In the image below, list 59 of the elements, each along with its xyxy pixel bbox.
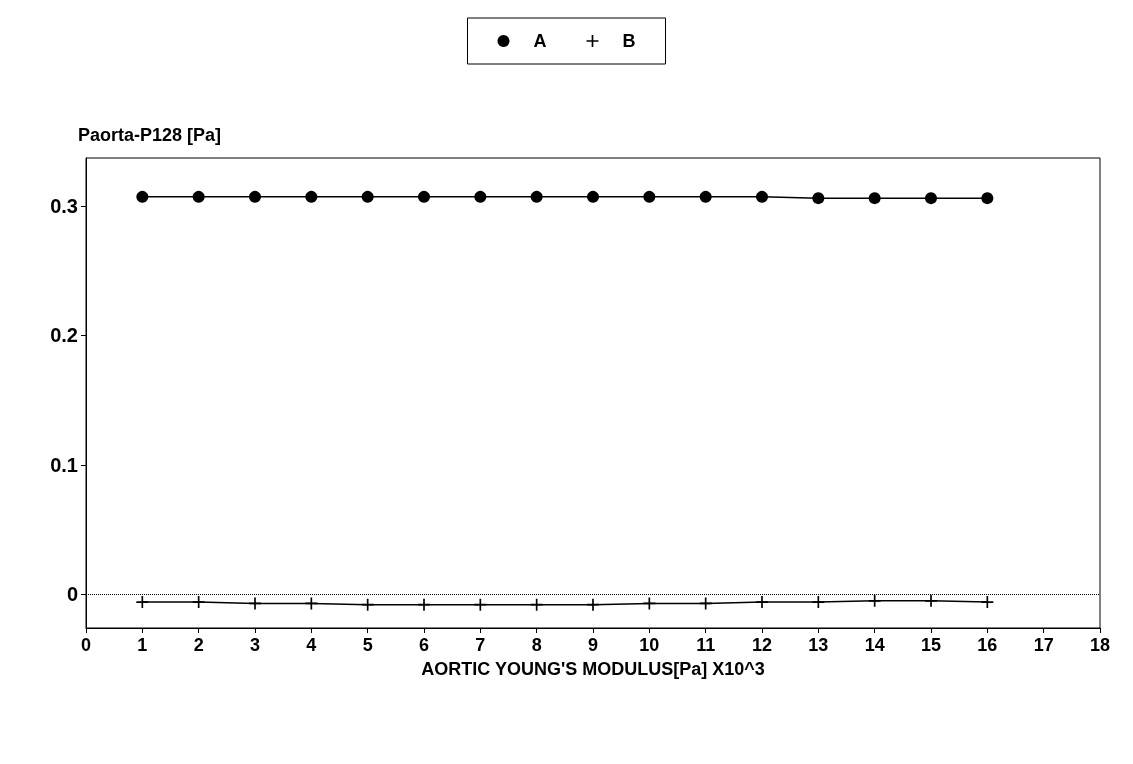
x-tick-label: 3 <box>249 635 261 655</box>
legend-label: B <box>622 31 636 51</box>
point <box>587 190 599 203</box>
point <box>474 190 487 203</box>
x-tick-label: 15 <box>920 635 942 655</box>
y-tick-label: 0 <box>66 583 78 606</box>
point <box>868 594 881 607</box>
x-tick-label: 6 <box>418 635 430 655</box>
point <box>361 598 374 611</box>
point <box>136 596 149 609</box>
point <box>474 598 487 611</box>
point <box>192 596 205 609</box>
point <box>305 597 318 610</box>
point <box>925 192 937 205</box>
x-tick-label: 5 <box>362 635 373 655</box>
point <box>925 594 937 607</box>
x-tick-label: 7 <box>475 635 486 655</box>
point <box>305 190 318 203</box>
x-tick-label: 0 <box>80 635 92 655</box>
legend-label: A <box>533 31 547 51</box>
point <box>643 597 656 610</box>
x-tick-label: 10 <box>639 635 660 655</box>
point <box>699 597 712 610</box>
x-tick-label: 14 <box>864 635 885 655</box>
point <box>530 190 543 203</box>
x-tick-label: 1 <box>137 635 148 655</box>
point <box>530 598 543 611</box>
point <box>756 596 768 609</box>
point <box>812 192 825 205</box>
x-tick-label: 12 <box>751 635 773 655</box>
y-tick-label: 0.3 <box>50 194 78 217</box>
point <box>249 190 261 203</box>
x-tick-label: 4 <box>306 635 317 655</box>
x-tick-label: 9 <box>587 635 599 655</box>
x-axis-title: AORTIC YOUNG'S MODULUS[Pa] X10^3 <box>421 659 765 679</box>
point <box>699 190 712 203</box>
point <box>136 190 149 203</box>
point <box>418 598 430 611</box>
point <box>868 192 881 205</box>
point <box>981 596 994 609</box>
x-tick-label: 13 <box>808 635 829 655</box>
point <box>643 190 656 203</box>
point <box>587 598 599 611</box>
x-tick-label: 17 <box>1033 635 1054 655</box>
x-tick-label: 2 <box>193 635 204 655</box>
x-tick-label: 16 <box>977 635 998 655</box>
y-tick-label: 0.2 <box>50 324 78 347</box>
x-tick-label: 8 <box>531 635 542 655</box>
point <box>361 190 374 203</box>
y-axis-title: Paorta-P128 [Pa] <box>78 125 222 145</box>
x-tick-label: 11 <box>696 635 716 655</box>
x-tick-label: 18 <box>1089 635 1111 655</box>
point <box>981 192 994 205</box>
point <box>812 596 825 609</box>
point <box>418 190 430 203</box>
y-tick-label: 0.1 <box>50 453 78 476</box>
point <box>249 597 261 610</box>
point <box>756 190 768 203</box>
point <box>192 190 205 203</box>
